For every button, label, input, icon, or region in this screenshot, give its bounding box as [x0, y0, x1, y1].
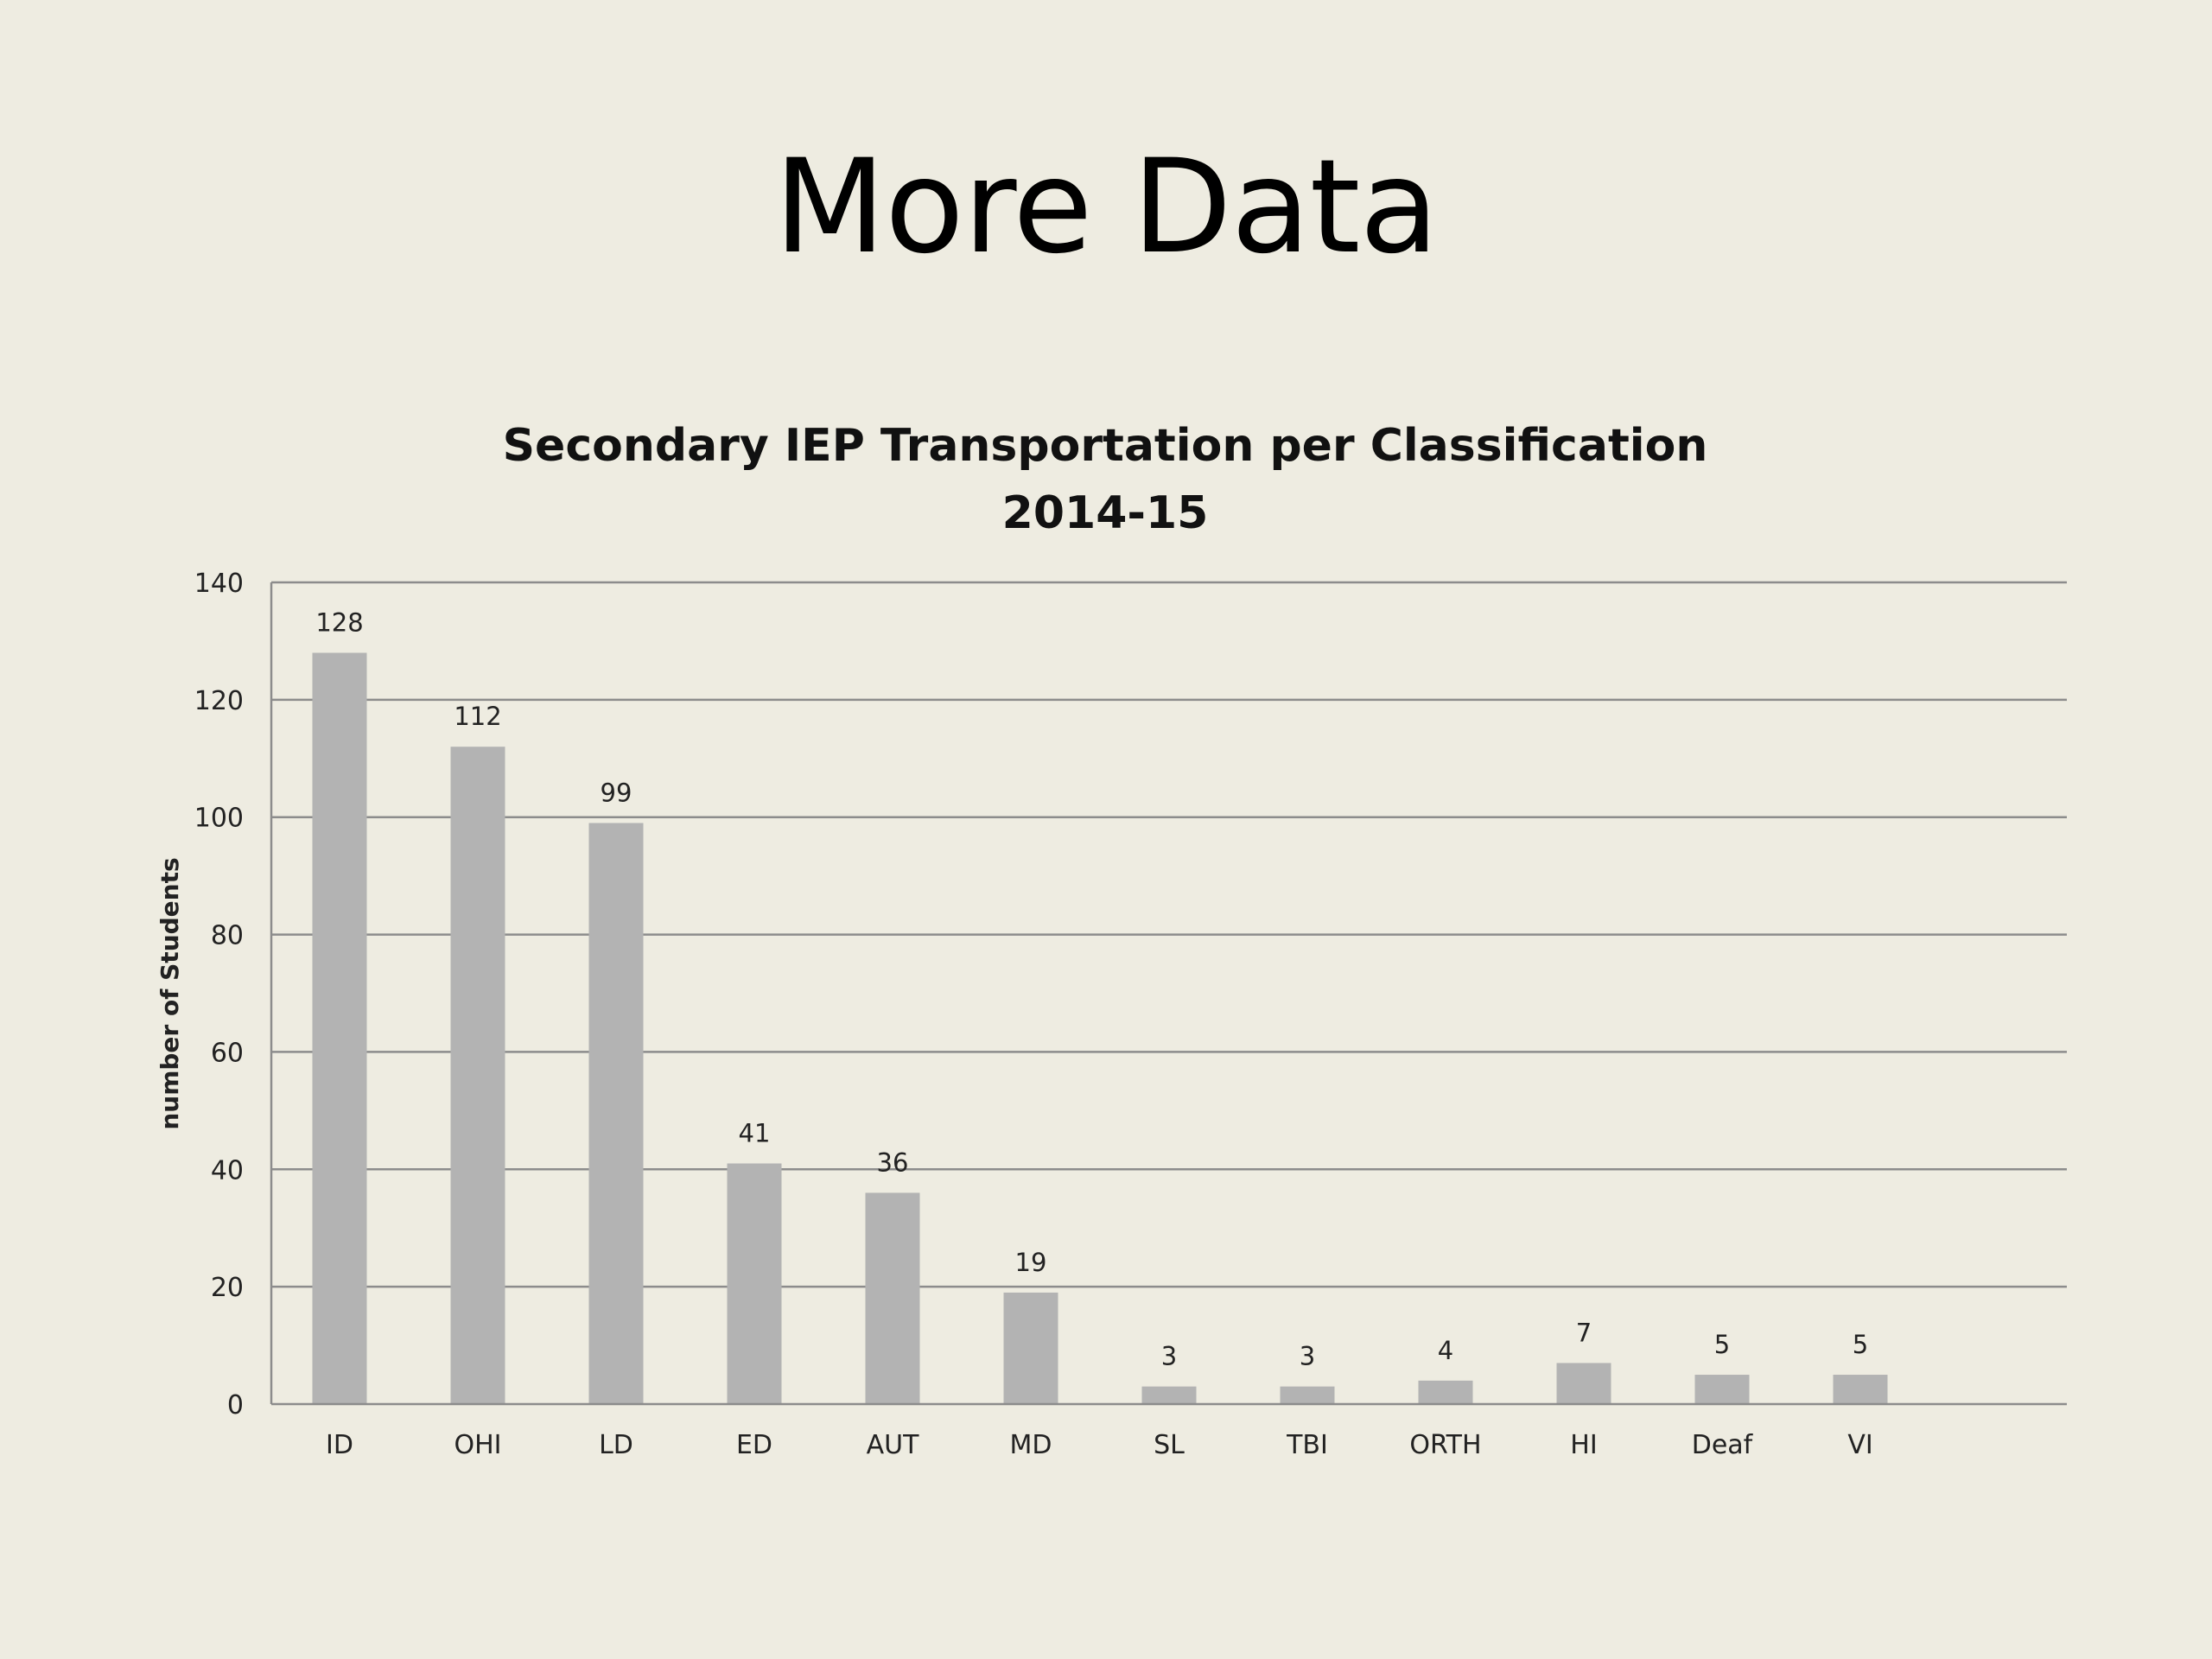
data-label-aut: 36 — [877, 1147, 909, 1177]
data-label-vi: 5 — [1853, 1330, 1868, 1359]
gridlines — [271, 581, 2067, 1288]
category-label-aut: AUT — [867, 1430, 919, 1460]
bar-ld — [588, 823, 644, 1404]
data-label-sl: 3 — [1161, 1342, 1177, 1371]
category-label-orth: ORTH — [1409, 1430, 1481, 1460]
data-label-deaf: 5 — [1714, 1330, 1730, 1359]
data-label-ed: 41 — [739, 1118, 771, 1147]
category-label-hi: HI — [1570, 1430, 1597, 1460]
slide-title: More Data — [773, 132, 1440, 283]
bar-ed — [727, 1163, 782, 1404]
data-labels: 128 112 99 41 36 19 3 3 4 7 5 5 — [315, 608, 1868, 1371]
bar-deaf — [1694, 1375, 1750, 1404]
data-label-md: 19 — [1015, 1248, 1047, 1277]
y-tick-label-40: 40 — [211, 1155, 244, 1185]
chart-title-line1: Secondary IEP Transportation per Classif… — [503, 420, 1708, 472]
category-label-tbi: TBI — [1286, 1430, 1328, 1460]
y-axis-ticks: 0 20 40 60 80 100 120 140 — [194, 569, 244, 1421]
category-label-deaf: Deaf — [1692, 1430, 1754, 1460]
axes — [270, 582, 2067, 1406]
category-label-sl: SL — [1154, 1430, 1185, 1460]
y-tick-label-0: 0 — [227, 1390, 244, 1421]
bar-vi — [1833, 1375, 1888, 1404]
y-tick-label-140: 140 — [194, 569, 244, 599]
y-tick-label-60: 60 — [211, 1038, 244, 1068]
bar-hi — [1556, 1363, 1611, 1404]
x-axis-categories: ID OHI LD ED AUT MD SL TBI ORTH HI Deaf VI — [326, 1430, 1873, 1460]
data-label-id: 128 — [315, 608, 363, 638]
data-label-ld: 99 — [601, 779, 632, 808]
category-label-md: MD — [1010, 1430, 1052, 1460]
bar-sl — [1141, 1386, 1197, 1404]
bar-id — [312, 652, 367, 1404]
category-label-id: ID — [326, 1430, 353, 1460]
data-label-tbi: 3 — [1300, 1342, 1315, 1371]
bar-ohi — [450, 747, 505, 1404]
bar-orth — [1418, 1380, 1473, 1404]
bars — [312, 652, 1888, 1404]
y-tick-label-20: 20 — [211, 1273, 244, 1303]
category-label-ld: LD — [599, 1430, 633, 1460]
bar-aut — [865, 1192, 920, 1404]
data-label-ohi: 112 — [454, 702, 501, 731]
y-tick-label-80: 80 — [211, 921, 244, 951]
category-label-ed: ED — [736, 1430, 772, 1460]
bar-md — [1003, 1292, 1058, 1404]
data-label-orth: 4 — [1438, 1336, 1453, 1365]
chart-title-line2: 2014-15 — [1002, 487, 1209, 539]
y-axis-title: number of Students — [156, 857, 184, 1129]
category-label-vi: VI — [1847, 1430, 1872, 1460]
data-label-hi: 7 — [1576, 1318, 1592, 1347]
y-tick-label-120: 120 — [194, 686, 244, 716]
bar-tbi — [1280, 1386, 1335, 1404]
category-label-ohi: OHI — [454, 1430, 501, 1460]
y-tick-label-100: 100 — [194, 804, 244, 834]
